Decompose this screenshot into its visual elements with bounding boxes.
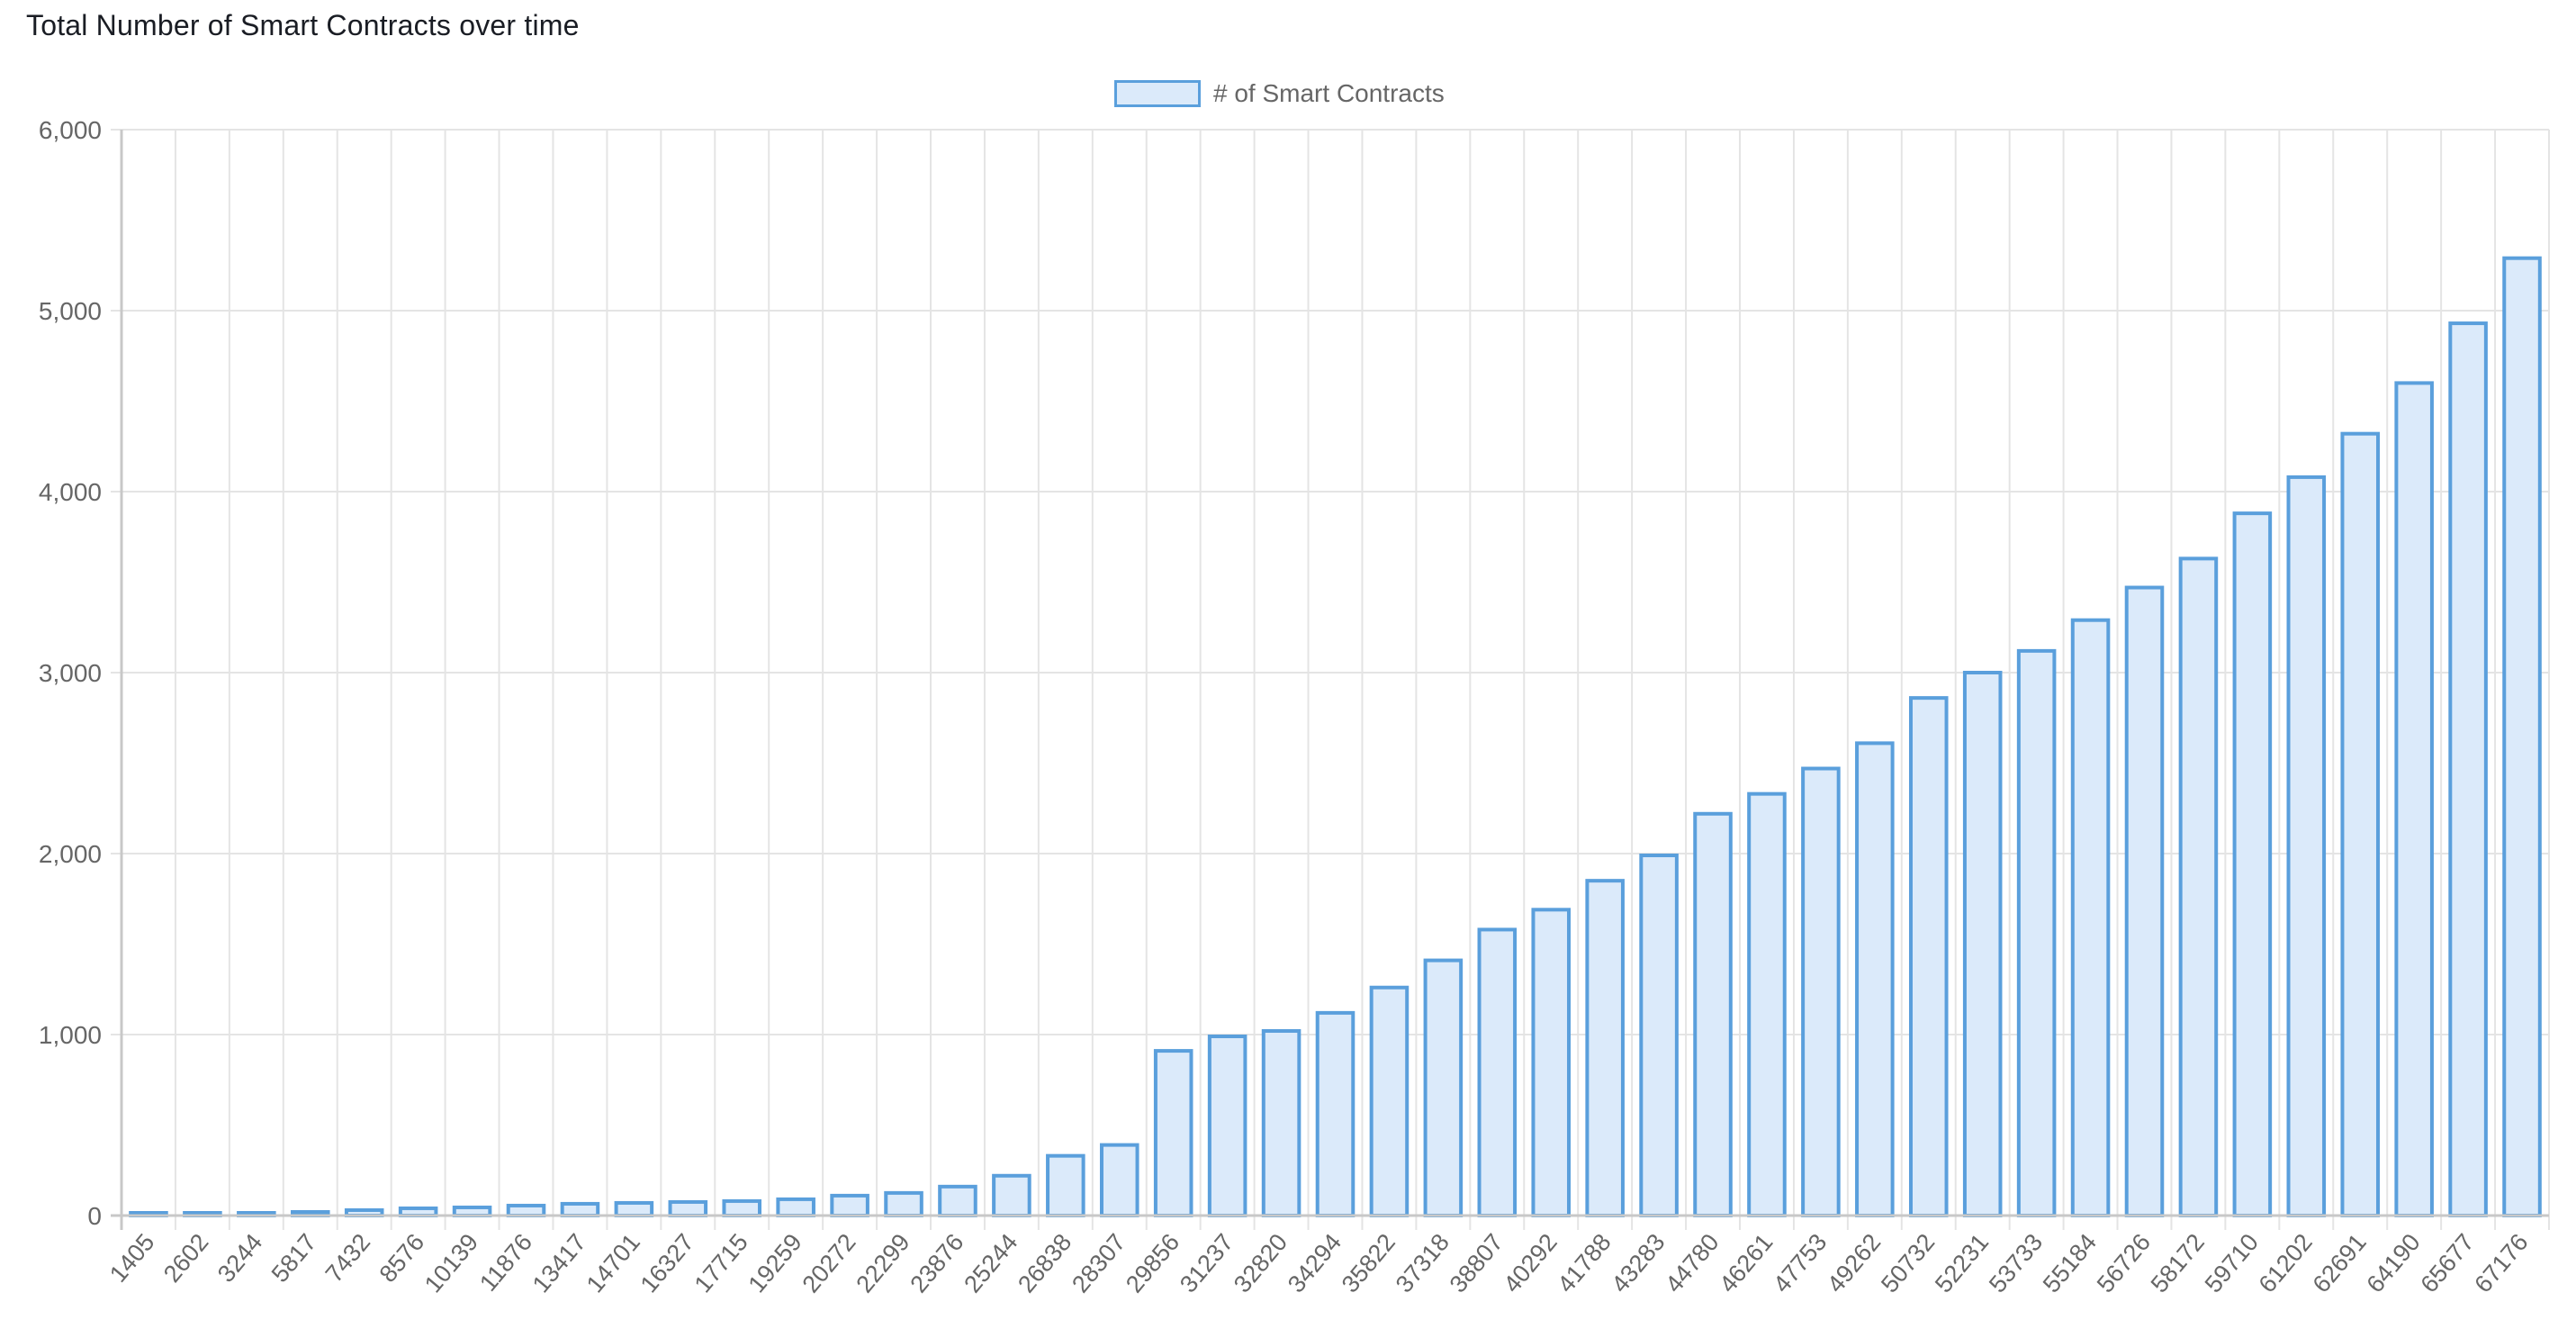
x-tick-label: 40292 xyxy=(1499,1229,1563,1298)
x-axis-ticks: 1405260232445817743285761013911876134171… xyxy=(104,1229,2534,1298)
x-tick-label: 29856 xyxy=(1121,1229,1184,1298)
x-tick-label: 10139 xyxy=(419,1229,483,1298)
bar[interactable] xyxy=(1962,671,2003,1217)
bar[interactable] xyxy=(1207,1035,1247,1218)
legend-swatch[interactable] xyxy=(1114,80,1201,107)
bar[interactable] xyxy=(1855,741,1895,1217)
bar[interactable] xyxy=(1099,1143,1139,1217)
bar[interactable] xyxy=(938,1184,977,1217)
x-tick-label: 17715 xyxy=(689,1229,753,1298)
bar[interactable] xyxy=(722,1198,762,1218)
bar[interactable] xyxy=(1531,908,1572,1217)
bar[interactable] xyxy=(1747,791,1787,1217)
x-tick-label: 20272 xyxy=(797,1229,860,1298)
bar[interactable] xyxy=(992,1173,1031,1218)
x-tick-label: 32820 xyxy=(1229,1229,1293,1298)
x-tick-label: 65677 xyxy=(2415,1229,2479,1298)
bars xyxy=(129,256,2542,1218)
y-tick-label: 4,000 xyxy=(39,478,102,506)
x-tick-label: 34294 xyxy=(1283,1229,1347,1298)
bar[interactable] xyxy=(1046,1153,1085,1218)
x-tick-label: 62691 xyxy=(2308,1229,2372,1298)
x-tick-label: 53733 xyxy=(1984,1229,2048,1298)
x-tick-label: 13417 xyxy=(527,1229,591,1298)
bar[interactable] xyxy=(1908,696,1949,1217)
bar[interactable] xyxy=(2016,648,2057,1217)
bar[interactable] xyxy=(2178,556,2219,1217)
y-tick-label: 6,000 xyxy=(39,116,102,144)
x-tick-label: 14701 xyxy=(581,1229,645,1298)
y-tick-label: 2,000 xyxy=(39,840,102,868)
x-tick-label: 5817 xyxy=(266,1229,322,1288)
x-tick-label: 22299 xyxy=(851,1229,914,1298)
y-tick-label: 0 xyxy=(87,1202,102,1230)
x-tick-label: 35822 xyxy=(1337,1229,1401,1298)
bar[interactable] xyxy=(1369,985,1410,1217)
x-tick-label: 7432 xyxy=(320,1229,376,1288)
bar[interactable] xyxy=(506,1203,546,1217)
bar[interactable] xyxy=(1585,879,1625,1218)
x-tick-label: 37318 xyxy=(1391,1229,1455,1298)
x-tick-label: 67176 xyxy=(2469,1229,2533,1298)
bar[interactable] xyxy=(614,1200,654,1218)
y-axis-ticks: 0 1,000 2,000 3,000 4,000 5,000 6,000 xyxy=(39,116,102,1230)
bar[interactable] xyxy=(1315,1010,1356,1217)
bar[interactable] xyxy=(884,1190,923,1217)
x-tick-label: 46261 xyxy=(1714,1229,1778,1298)
bar[interactable] xyxy=(1423,958,1464,1217)
bar[interactable] xyxy=(1153,1049,1193,1217)
y-tick-label: 5,000 xyxy=(39,297,102,325)
x-tick-label: 55184 xyxy=(2038,1229,2102,1298)
bar[interactable] xyxy=(1261,1028,1302,1217)
bar[interactable] xyxy=(2448,321,2488,1217)
x-tick-label: 2602 xyxy=(158,1229,214,1288)
bar[interactable] xyxy=(2502,256,2542,1218)
x-tick-label: 38807 xyxy=(1445,1229,1509,1298)
bar[interactable] xyxy=(776,1197,815,1218)
y-tick-label: 3,000 xyxy=(39,659,102,687)
legend: # of Smart Contracts xyxy=(1114,79,1445,108)
x-tick-label: 41788 xyxy=(1553,1229,1617,1298)
bar[interactable] xyxy=(1693,811,1733,1218)
x-tick-label: 52231 xyxy=(1930,1229,1994,1298)
x-tick-label: 59710 xyxy=(2200,1229,2264,1298)
chart-title: Total Number of Smart Contracts over tim… xyxy=(26,9,580,41)
x-tick-label: 1405 xyxy=(104,1229,160,1288)
bar[interactable] xyxy=(1477,927,1518,1218)
y-tick-label: 1,000 xyxy=(39,1021,102,1049)
x-tick-label: 49262 xyxy=(1822,1229,1886,1298)
x-tick-label: 44780 xyxy=(1660,1229,1724,1298)
bar[interactable] xyxy=(668,1199,708,1218)
bar[interactable] xyxy=(2124,585,2165,1217)
x-tick-label: 64190 xyxy=(2362,1229,2426,1298)
x-tick-label: 3244 xyxy=(212,1229,268,1288)
x-tick-label: 23876 xyxy=(905,1229,968,1298)
x-tick-label: 43283 xyxy=(1606,1229,1670,1298)
bar[interactable] xyxy=(1801,766,1841,1218)
x-tick-label: 50732 xyxy=(1876,1229,1940,1298)
bar[interactable] xyxy=(830,1193,869,1218)
x-tick-label: 26838 xyxy=(1013,1229,1076,1298)
x-tick-label: 16327 xyxy=(635,1229,699,1298)
axes xyxy=(111,130,2549,1230)
x-tick-label: 61202 xyxy=(2254,1229,2318,1298)
bar[interactable] xyxy=(560,1201,600,1218)
legend-label[interactable]: # of Smart Contracts xyxy=(1213,79,1445,107)
x-tick-label: 25244 xyxy=(959,1229,1022,1298)
x-tick-label: 28307 xyxy=(1067,1229,1130,1298)
x-tick-label: 19259 xyxy=(743,1229,807,1298)
x-tick-label: 47753 xyxy=(1768,1229,1832,1298)
x-tick-label: 58172 xyxy=(2146,1229,2210,1298)
bar[interactable] xyxy=(2070,618,2111,1217)
bar[interactable] xyxy=(2232,511,2273,1217)
x-tick-label: 11876 xyxy=(474,1229,537,1297)
x-tick-label: 56726 xyxy=(2092,1229,2156,1298)
bar[interactable] xyxy=(2286,475,2327,1217)
bar[interactable] xyxy=(2340,431,2381,1217)
bar[interactable] xyxy=(2394,381,2434,1217)
x-tick-label: 31237 xyxy=(1175,1229,1238,1298)
bar[interactable] xyxy=(1639,854,1679,1217)
